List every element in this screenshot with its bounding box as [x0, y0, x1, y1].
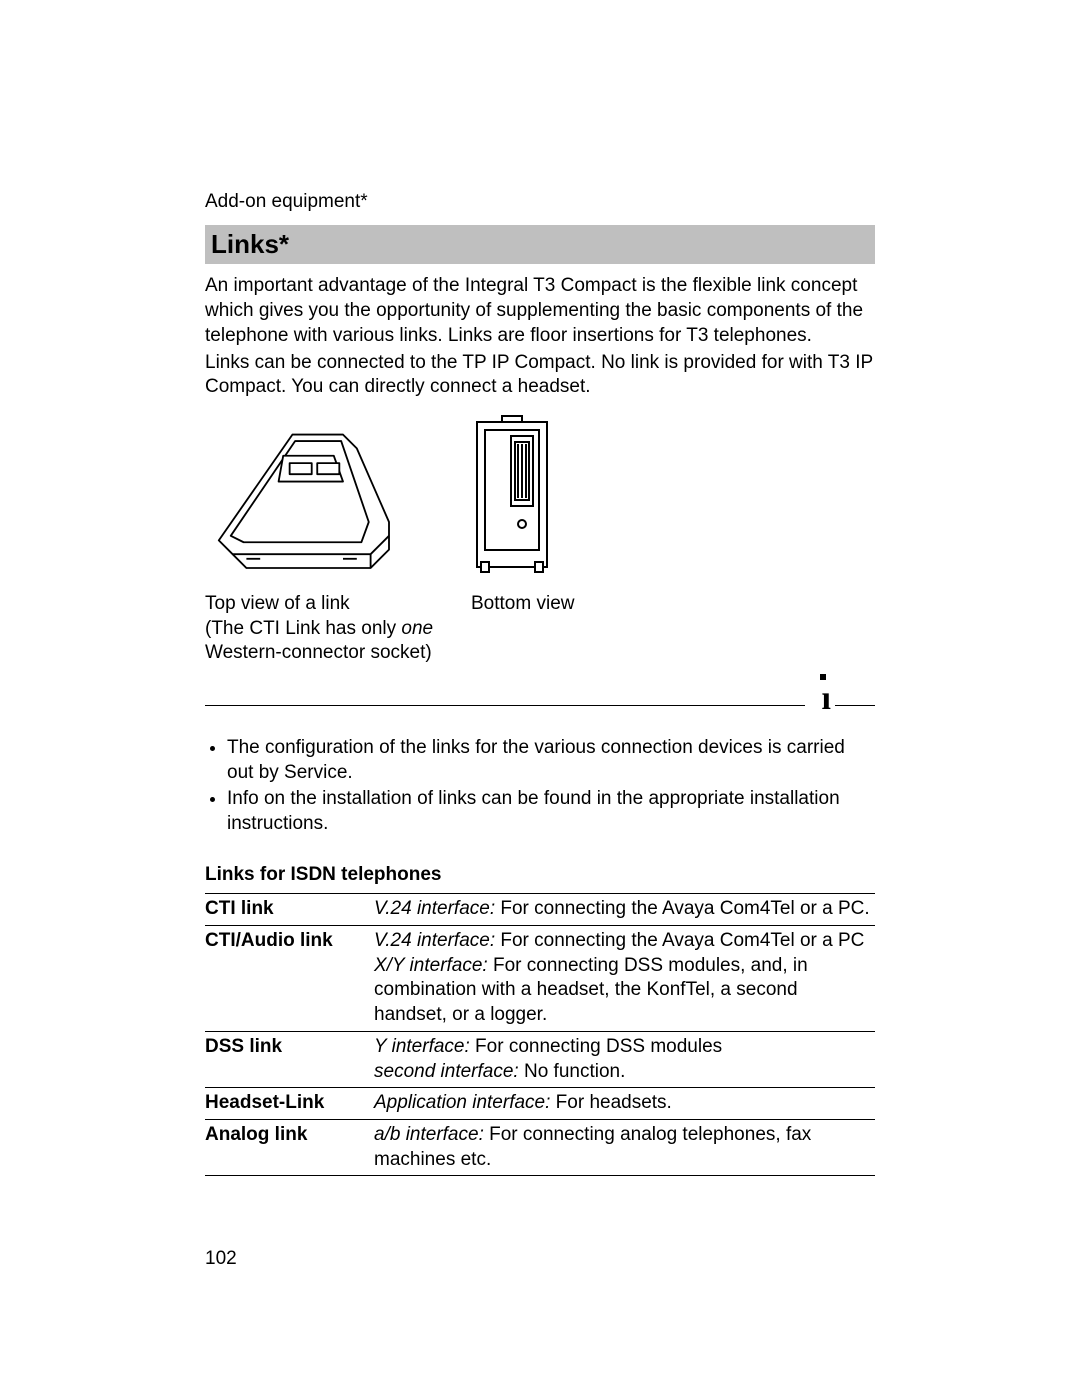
link-desc-cell: V.24 interface: For connecting the Avaya… — [374, 926, 875, 1032]
desc-line: X/Y interface: For connecting DSS module… — [374, 954, 871, 1028]
link-desc-cell: a/b interface: For connecting analog tel… — [374, 1119, 875, 1175]
link-name-cell: CTI link — [205, 894, 374, 926]
page-title: Links* — [205, 225, 875, 265]
caption-top-line2-post: Western-connector socket) — [205, 642, 432, 663]
desc-line: V.24 interface: For connecting the Avaya… — [374, 929, 871, 954]
caption-top-view: Top view of a link (The CTI Link has onl… — [205, 592, 467, 666]
info-icon: ı — [820, 682, 833, 716]
caption-top-line2-pre: (The CTI Link has only — [205, 618, 401, 639]
desc-line: Y interface: For connecting DSS modules — [374, 1035, 871, 1060]
link-desc-cell: Application interface: For headsets. — [374, 1088, 875, 1120]
interface-label: Y interface: — [374, 1036, 470, 1057]
link-name-cell: DSS link — [205, 1031, 374, 1087]
figure-row — [205, 414, 875, 584]
info-bullet-list: The configuration of the links for the v… — [205, 736, 875, 837]
bullet-item: The configuration of the links for the v… — [227, 736, 875, 785]
page-number: 102 — [205, 1247, 237, 1272]
desc-line: Application interface: For headsets. — [374, 1091, 871, 1116]
interface-label: V.24 interface: — [374, 898, 495, 919]
links-table: CTI linkV.24 interface: For connecting t… — [205, 893, 875, 1176]
table-row: CTI linkV.24 interface: For connecting t… — [205, 894, 875, 926]
breadcrumb: Add-on equipment* — [205, 190, 875, 215]
interface-desc: For connecting the Avaya Com4Tel or a PC — [495, 930, 864, 951]
interface-label: second interface: — [374, 1061, 519, 1082]
intro-paragraph-2: Links can be connected to the TP IP Comp… — [205, 351, 875, 400]
interface-label: a/b interface: — [374, 1124, 484, 1145]
caption-top-line1: Top view of a link — [205, 593, 350, 614]
desc-line: a/b interface: For connecting analog tel… — [374, 1123, 871, 1172]
table-row: Headset-LinkApplication interface: For h… — [205, 1088, 875, 1120]
bullet-item: Info on the installation of links can be… — [227, 787, 875, 836]
info-divider: ı — [205, 688, 875, 722]
divider-line-left — [205, 705, 805, 706]
intro-text: An important advantage of the Integral T… — [205, 274, 875, 399]
link-name-cell: Analog link — [205, 1119, 374, 1175]
table-title: Links for ISDN telephones — [205, 863, 875, 888]
interface-desc: No function. — [519, 1061, 626, 1082]
figure-top-view — [205, 414, 467, 584]
link-name-cell: CTI/Audio link — [205, 926, 374, 1032]
caption-top-line2-italic: one — [401, 618, 433, 639]
figure-captions: Top view of a link (The CTI Link has onl… — [205, 592, 875, 666]
divider-line-right — [835, 705, 875, 706]
interface-desc: For connecting the Avaya Com4Tel or a PC… — [495, 898, 870, 919]
table-row: DSS linkY interface: For connecting DSS … — [205, 1031, 875, 1087]
desc-line: second interface: No function. — [374, 1060, 871, 1085]
link-desc-cell: V.24 interface: For connecting the Avaya… — [374, 894, 875, 926]
caption-bottom-view: Bottom view — [467, 592, 574, 666]
interface-label: Application interface: — [374, 1092, 550, 1113]
interface-label: V.24 interface: — [374, 930, 495, 951]
page-container: Add-on equipment* Links* An important ad… — [0, 0, 1080, 1397]
interface-desc: For connecting DSS modules — [470, 1036, 722, 1057]
table-row: Analog linka/b interface: For connecting… — [205, 1119, 875, 1175]
desc-line: V.24 interface: For connecting the Avaya… — [374, 897, 871, 922]
link-bottom-view-icon — [467, 414, 557, 584]
intro-paragraph-1: An important advantage of the Integral T… — [205, 274, 875, 348]
table-row: CTI/Audio linkV.24 interface: For connec… — [205, 926, 875, 1032]
link-desc-cell: Y interface: For connecting DSS moduless… — [374, 1031, 875, 1087]
link-top-view-icon — [205, 414, 435, 584]
link-name-cell: Headset-Link — [205, 1088, 374, 1120]
figure-bottom-view — [467, 414, 557, 584]
interface-label: X/Y interface: — [374, 955, 488, 976]
interface-desc: For headsets. — [550, 1092, 671, 1113]
